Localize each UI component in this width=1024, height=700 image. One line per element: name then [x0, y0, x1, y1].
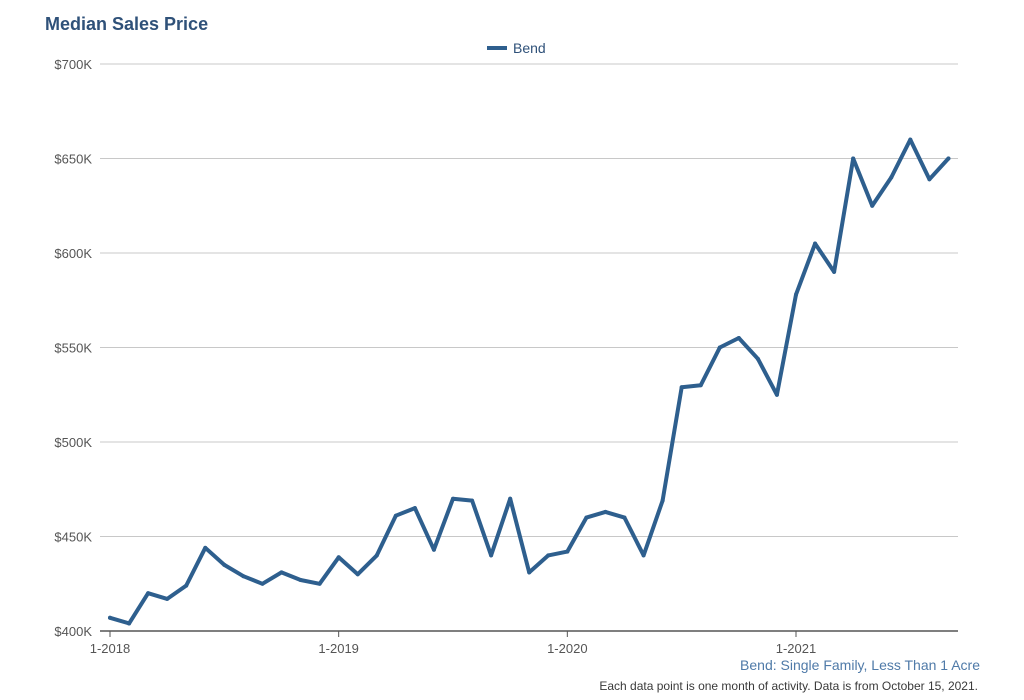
- chart-title: Median Sales Price: [45, 14, 209, 34]
- data-point: [832, 269, 837, 274]
- series-bend: [108, 137, 951, 626]
- data-point: [698, 383, 703, 388]
- data-point: [946, 156, 951, 161]
- y-tick-label: $450K: [54, 530, 92, 545]
- data-point: [603, 509, 608, 514]
- y-tick-label: $550K: [54, 341, 92, 356]
- data-point: [774, 392, 779, 397]
- data-point: [679, 385, 684, 390]
- data-point: [127, 621, 132, 626]
- data-point: [470, 498, 475, 503]
- y-tick-label: $400K: [54, 624, 92, 639]
- data-point: [355, 572, 360, 577]
- chart-subtitle: Bend: Single Family, Less Than 1 Acre: [740, 657, 980, 673]
- data-point: [736, 336, 741, 341]
- legend-label-bend: Bend: [513, 40, 546, 56]
- data-point: [241, 574, 246, 579]
- data-point: [527, 570, 532, 575]
- data-point: [260, 581, 265, 586]
- x-axis: 1-2018 1-2019 1-2020 1-2021: [90, 630, 958, 656]
- data-point: [584, 515, 589, 520]
- data-point: [374, 553, 379, 558]
- data-point: [755, 356, 760, 361]
- data-point: [393, 513, 398, 518]
- data-point: [508, 496, 513, 501]
- y-tick-label: $650K: [54, 152, 92, 167]
- y-tick-label: $500K: [54, 435, 92, 450]
- data-point: [317, 581, 322, 586]
- y-tick-label: $700K: [54, 57, 92, 72]
- data-point: [889, 175, 894, 180]
- data-point: [794, 292, 798, 297]
- data-point: [908, 137, 913, 142]
- x-tick-label: 1-2019: [318, 641, 358, 656]
- data-point: [641, 553, 646, 558]
- data-point: [165, 596, 170, 601]
- data-point: [412, 506, 417, 511]
- legend-swatch-bend: [487, 46, 507, 50]
- legend: Bend: [487, 40, 546, 56]
- data-point: [813, 241, 818, 246]
- chart-footnote: Each data point is one month of activity…: [599, 679, 978, 693]
- y-tick-label: $600K: [54, 246, 92, 261]
- data-point: [546, 553, 551, 558]
- data-point: [451, 496, 455, 501]
- data-point: [146, 591, 151, 596]
- x-tick-label: 1-2021: [776, 641, 816, 656]
- data-point: [108, 615, 112, 620]
- data-point: [851, 156, 856, 161]
- data-point: [336, 555, 341, 560]
- data-point: [431, 547, 436, 552]
- x-tick-label: 1-2020: [547, 641, 587, 656]
- grid-lines: [100, 63, 958, 537]
- data-point: [565, 549, 570, 554]
- x-tick-label: 1-2018: [90, 641, 130, 656]
- data-point: [203, 545, 208, 550]
- data-point: [298, 577, 303, 582]
- y-axis: $400K $450K $500K $550K $600K $650K $700K: [54, 57, 92, 639]
- data-point: [717, 345, 722, 350]
- data-point: [927, 177, 932, 182]
- data-point: [660, 498, 665, 503]
- data-point: [279, 570, 284, 575]
- series-line-bend: [108, 137, 951, 626]
- data-point: [222, 562, 227, 567]
- data-point: [489, 553, 494, 558]
- data-point: [184, 583, 189, 588]
- data-point: [870, 203, 875, 208]
- data-point: [622, 515, 627, 520]
